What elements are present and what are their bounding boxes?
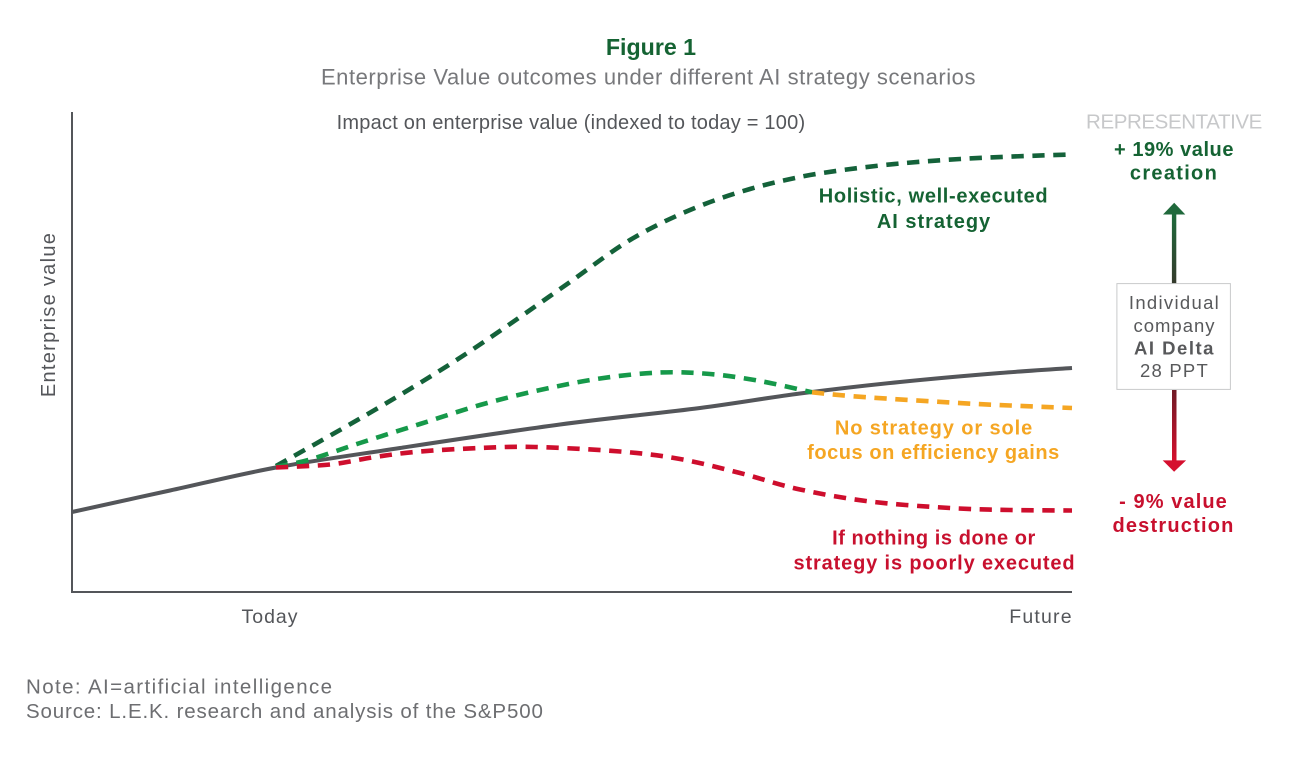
svg-text:Note: AI=artificial intelligen: Note: AI=artificial intelligence (26, 675, 333, 698)
svg-text:Holistic, well-executed: Holistic, well-executed (819, 186, 1048, 208)
svg-text:+ 19% value: + 19% value (1114, 139, 1234, 161)
svg-text:Figure 1: Figure 1 (606, 34, 696, 60)
svg-text:Enterprise value: Enterprise value (38, 232, 60, 397)
svg-text:company: company (1133, 315, 1215, 336)
svg-text:- 9% value: - 9% value (1119, 491, 1228, 513)
svg-text:Today: Today (241, 606, 298, 628)
svg-text:Individual: Individual (1129, 292, 1220, 313)
svg-text:Impact on enterprise value (in: Impact on enterprise value (indexed to t… (337, 112, 806, 134)
svg-text:Enterprise Value outcomes unde: Enterprise Value outcomes under differen… (321, 65, 976, 90)
svg-text:Source: L.E.K. research and an: Source: L.E.K. research and analysis of … (26, 700, 544, 723)
svg-text:focus on efficiency gains: focus on efficiency gains (807, 442, 1060, 464)
svg-text:AI Delta: AI Delta (1134, 338, 1215, 359)
svg-text:AI strategy: AI strategy (877, 211, 991, 233)
svg-text:28 PPT: 28 PPT (1140, 360, 1209, 381)
svg-text:If nothing is done or: If nothing is done or (832, 528, 1036, 550)
svg-text:strategy is poorly executed: strategy is poorly executed (794, 553, 1076, 575)
svg-text:Future: Future (1009, 606, 1073, 628)
svg-text:No strategy or sole: No strategy or sole (835, 418, 1033, 440)
svg-text:REPRESENTATIVE: REPRESENTATIVE (1086, 111, 1262, 134)
svg-text:destruction: destruction (1112, 515, 1234, 537)
svg-text:creation: creation (1130, 163, 1218, 185)
